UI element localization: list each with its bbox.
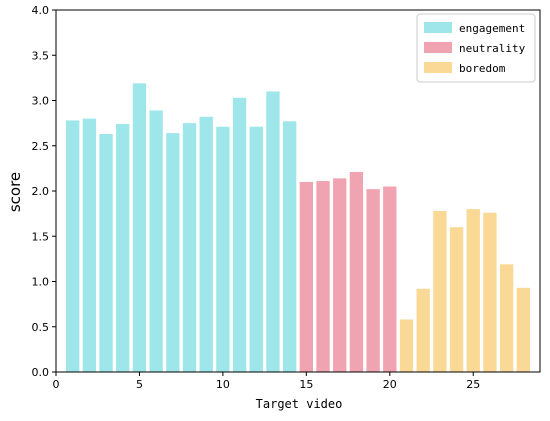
bar-boredom-21 — [399, 319, 414, 372]
legend-swatch-neutrality — [424, 42, 452, 53]
bar-boredom-28 — [516, 287, 530, 372]
bar-engagement-4 — [116, 124, 130, 372]
y-tick-label: 0.5 — [32, 321, 50, 334]
bar-engagement-6 — [149, 110, 163, 372]
x-tick-label: 15 — [299, 378, 313, 391]
bar-neutrality-16 — [316, 181, 330, 372]
bar-boredom-26 — [483, 212, 497, 372]
y-tick-label: 1.0 — [32, 276, 50, 289]
legend-label-neutrality: neutrality — [459, 42, 526, 55]
x-tick-label: 5 — [136, 378, 143, 391]
bar-engagement-13 — [266, 91, 280, 372]
axes-layer: 0.0 0.5 1.0 1.5 2.0 2.5 3.0 3.5 4.0 0 5 10 15 20 25 — [32, 4, 541, 391]
y-tick-label: 0.0 — [32, 366, 50, 379]
legend-swatch-engagement — [424, 22, 452, 33]
bar-engagement-14 — [282, 121, 297, 372]
y-tick-label: 2.0 — [32, 185, 50, 198]
bar-engagement-12 — [249, 126, 263, 372]
legend-label-engagement: engagement — [459, 22, 525, 35]
bars-layer — [66, 83, 530, 373]
x-tick-label: 10 — [216, 378, 230, 391]
bar-boredom-27 — [499, 264, 514, 372]
x-axis-label: Target video — [256, 397, 343, 411]
bar-engagement-8 — [182, 123, 197, 373]
y-tick-label: 2.5 — [32, 140, 50, 153]
bar-neutrality-15 — [299, 181, 314, 372]
bar-engagement-2 — [82, 118, 97, 372]
bar-boredom-23 — [433, 210, 447, 372]
x-tick-label: 20 — [383, 378, 397, 391]
bar-neutrality-19 — [366, 189, 380, 372]
bar-engagement-7 — [166, 133, 180, 372]
y-axis-label: score — [6, 172, 24, 212]
legend-label-boredom: boredom — [459, 62, 506, 75]
y-tick-label: 1.5 — [32, 230, 50, 243]
bar-engagement-10 — [216, 126, 230, 372]
chart-legend: engagement neutrality boredom — [416, 13, 536, 83]
bar-neutrality-20 — [383, 186, 397, 372]
bar-boredom-25 — [466, 209, 480, 372]
bar-engagement-3 — [99, 133, 113, 372]
legend-swatch-boredom — [424, 62, 452, 73]
y-tick-label: 4.0 — [32, 4, 50, 17]
x-tick-label: 0 — [53, 378, 60, 391]
bar-engagement-1 — [66, 120, 80, 372]
y-tick-label: 3.0 — [32, 95, 50, 108]
bar-engagement-5 — [132, 83, 147, 372]
bar-boredom-24 — [449, 227, 464, 372]
bar-neutrality-17 — [333, 178, 347, 372]
bar-engagement-11 — [232, 97, 247, 372]
bar-boredom-22 — [416, 288, 430, 372]
bar-engagement-9 — [199, 116, 213, 372]
y-tick-label: 3.5 — [32, 49, 50, 62]
x-tick-label: 25 — [466, 378, 480, 391]
bar-neutrality-18 — [349, 172, 364, 372]
